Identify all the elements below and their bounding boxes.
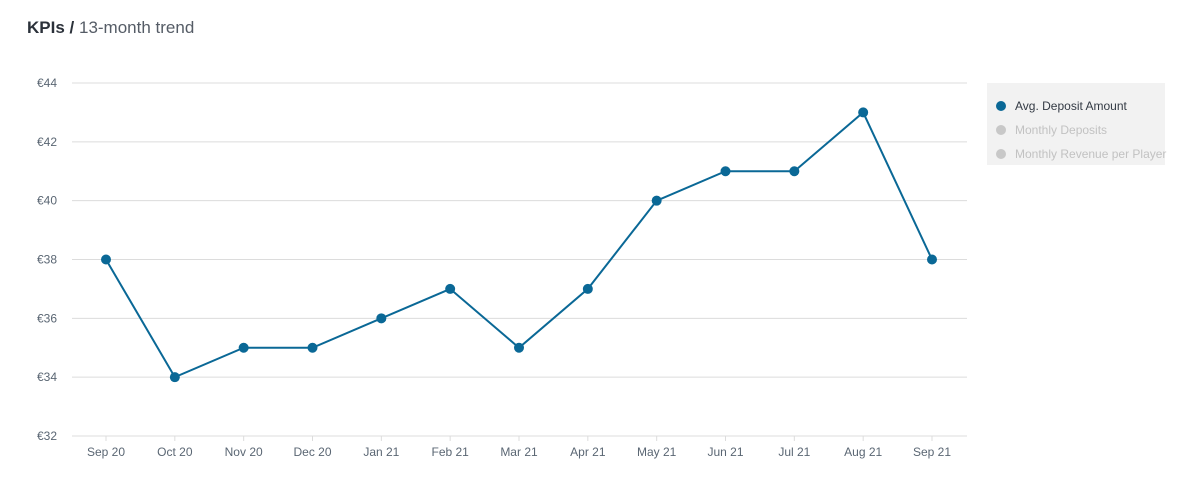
- data-point: [927, 254, 937, 265]
- legend-item[interactable]: Monthly Revenue per Player: [987, 142, 1167, 166]
- x-tick-label: Dec 20: [293, 445, 331, 459]
- data-point: [101, 254, 111, 265]
- x-tick-label: Jan 21: [363, 445, 399, 459]
- legend-marker-icon: [996, 149, 1006, 159]
- y-tick-label: €40: [37, 194, 57, 208]
- data-point: [445, 283, 456, 294]
- legend-marker-icon: [996, 125, 1006, 135]
- data-point: [858, 107, 869, 118]
- legend-label: Avg. Deposit Amount: [1015, 99, 1127, 113]
- legend-label: Monthly Revenue per Player: [1015, 147, 1167, 161]
- data-point: [376, 313, 387, 324]
- x-tick-label: Jun 21: [707, 445, 743, 459]
- data-point: [651, 195, 662, 206]
- x-tick-label: Sep 21: [913, 445, 951, 459]
- y-tick-label: €34: [37, 370, 57, 384]
- x-tick-label: May 21: [637, 445, 677, 459]
- chart-title: KPIs / 13-month trend: [27, 18, 194, 38]
- legend-label: Monthly Deposits: [1015, 123, 1108, 137]
- x-tick-label: Jul 21: [778, 445, 810, 459]
- y-tick-label: €44: [37, 76, 57, 90]
- series-line: [105, 110, 933, 379]
- title-bold: KPIs /: [27, 18, 75, 37]
- chart-legend: Avg. Deposit Amount Monthly Deposits Month…: [987, 83, 1167, 166]
- x-tick-label: Mar 21: [500, 445, 538, 459]
- legend-item[interactable]: Avg. Deposit Amount: [987, 94, 1165, 118]
- data-point: [238, 342, 249, 353]
- x-tick-label: Feb 21: [431, 445, 469, 459]
- y-tick-label: €32: [37, 429, 57, 443]
- data-point: [307, 342, 318, 353]
- data-point: [720, 166, 731, 177]
- data-point: [514, 342, 524, 353]
- y-tick-label: €42: [37, 135, 57, 149]
- legend-marker-icon: [996, 101, 1006, 111]
- x-tick-label: Nov 20: [225, 445, 263, 459]
- x-tick-label: Apr 21: [570, 445, 606, 459]
- x-tick-label: Sep 20: [87, 445, 125, 459]
- data-point: [582, 283, 593, 294]
- y-tick-label: €38: [37, 253, 57, 267]
- y-tick-label: €36: [37, 311, 57, 325]
- x-tick-label: Oct 20: [157, 445, 193, 459]
- title-light: 13-month trend: [78, 18, 195, 37]
- legend-item[interactable]: Monthly Deposits: [987, 118, 1165, 142]
- x-tick-label: Aug 21: [844, 445, 882, 459]
- data-point: [789, 166, 800, 177]
- data-point: [169, 372, 180, 383]
